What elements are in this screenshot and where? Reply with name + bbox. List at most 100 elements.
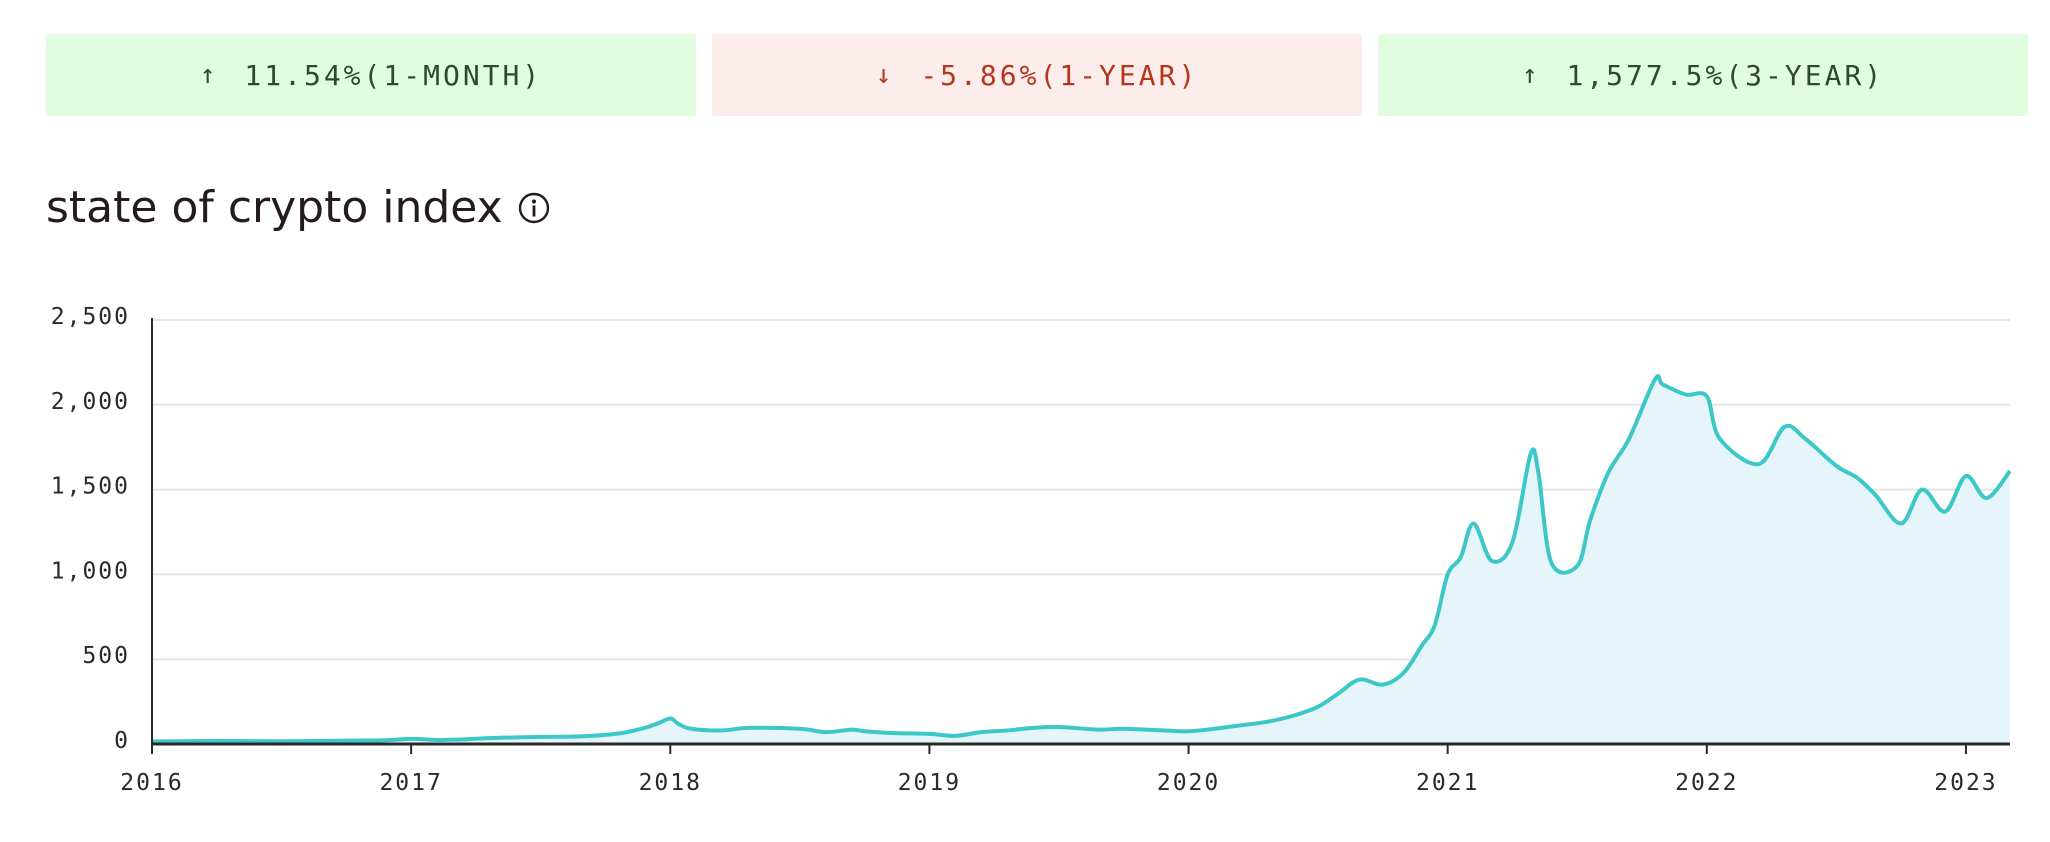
stat-1-month: ↑ 11.54%(1-MONTH) [46, 34, 696, 116]
arrow-up-icon: ↑ [1521, 60, 1541, 90]
data-point [1662, 384, 1663, 385]
data-point [890, 732, 891, 733]
stat-3-year: ↑ 1,577.5%(3-YEAR) [1378, 34, 2028, 116]
data-point [851, 729, 852, 730]
data-point [1945, 511, 1946, 512]
data-point [2010, 470, 2011, 471]
data-point [1784, 426, 1785, 427]
data-point [1921, 489, 1922, 490]
y-tick-label: 2,000 [51, 389, 130, 415]
data-point [1538, 472, 1539, 473]
data-point [1460, 557, 1461, 558]
data-point [1318, 706, 1319, 707]
chart-header: state of crypto index [46, 182, 551, 233]
data-point [799, 728, 800, 729]
x-tick-label: 2023 [1934, 770, 1997, 796]
y-tick-label: 500 [82, 643, 130, 669]
data-point [748, 727, 749, 728]
data-point [1530, 453, 1531, 454]
chart-title: state of crypto index [46, 182, 503, 233]
data-point [1434, 625, 1435, 626]
data-point [1491, 560, 1492, 561]
data-point [1577, 565, 1578, 566]
x-tick-label: 2016 [120, 770, 183, 796]
data-point [1097, 729, 1098, 730]
data-point [1629, 438, 1630, 439]
stats-bar: ↑ 11.54%(1-MONTH) ↓ -5.86%(1-YEAR) ↑ 1,5… [46, 34, 2030, 118]
data-point [955, 735, 956, 736]
data-point [1447, 574, 1448, 575]
data-point [1551, 562, 1552, 563]
info-icon[interactable] [517, 191, 551, 225]
x-tick-label: 2018 [639, 770, 702, 796]
data-point [691, 728, 692, 729]
x-tick-label: 2021 [1416, 770, 1479, 796]
stat-3-year-value: 1,577.5%(3-YEAR) [1566, 58, 1885, 92]
x-tick-label: 2019 [898, 770, 961, 796]
data-point [981, 732, 982, 733]
arrow-down-icon: ↓ [875, 60, 895, 90]
x-tick-label: 2022 [1675, 770, 1738, 796]
data-point [1608, 472, 1609, 473]
area-fill [152, 375, 2010, 744]
data-point [657, 723, 658, 724]
data-point [1875, 494, 1876, 495]
data-point [385, 740, 386, 741]
stat-1-year: ↓ -5.86%(1-YEAR) [712, 34, 1362, 116]
data-point [678, 723, 679, 724]
data-point [1240, 725, 1241, 726]
data-point [1473, 523, 1474, 524]
stat-1-month-value: 11.54%(1-MONTH) [244, 58, 543, 92]
data-point [411, 738, 412, 739]
data-point [1686, 394, 1687, 395]
data-point [1188, 731, 1189, 732]
data-point [1403, 672, 1404, 673]
y-tick-label: 1,000 [51, 558, 130, 584]
data-point [1512, 542, 1513, 543]
data-point [1805, 438, 1806, 439]
data-point [1359, 679, 1360, 680]
data-point [722, 730, 723, 731]
y-axis-ticks: 0 500 1,000 1,500 2,000 2,500 [51, 304, 130, 754]
data-point [1836, 465, 1837, 466]
data-point [1292, 716, 1293, 717]
x-tick-label: 2020 [1157, 770, 1220, 796]
data-point [1965, 476, 1966, 477]
data-point [1382, 684, 1383, 685]
index-line [151, 373, 2012, 744]
stat-1-year-value: -5.86%(1-YEAR) [920, 58, 1199, 92]
data-point [1719, 438, 1720, 439]
data-point [864, 731, 865, 732]
data-point [1266, 721, 1267, 722]
data-point [618, 733, 619, 734]
data-point [1590, 520, 1591, 521]
y-tick-label: 2,500 [51, 304, 130, 330]
data-point [1058, 727, 1059, 728]
data-point [1007, 730, 1008, 731]
data-point [462, 739, 463, 740]
data-point [1857, 477, 1858, 478]
data-point [1033, 727, 1034, 728]
data-point [1901, 523, 1902, 524]
y-tick-label: 0 [114, 728, 130, 754]
data-point [644, 727, 645, 728]
data-point [1986, 498, 1987, 499]
data-point [579, 736, 580, 737]
data-point [825, 732, 826, 733]
data-point [346, 740, 347, 741]
data-point [488, 738, 489, 739]
x-tick-label: 2017 [379, 770, 442, 796]
x-axis-ticks: 2016 2017 2018 2019 2020 2021 2022 2023 [120, 744, 1997, 796]
data-point [437, 739, 438, 740]
arrow-up-icon: ↑ [199, 60, 219, 90]
data-point [281, 741, 282, 742]
data-point [929, 733, 930, 734]
data-point [216, 740, 217, 741]
data-point [1421, 645, 1422, 646]
data-point [1338, 693, 1339, 694]
data-point [1758, 464, 1759, 465]
y-tick-label: 1,500 [51, 474, 130, 500]
data-point [1123, 728, 1124, 729]
data-point [540, 736, 541, 737]
